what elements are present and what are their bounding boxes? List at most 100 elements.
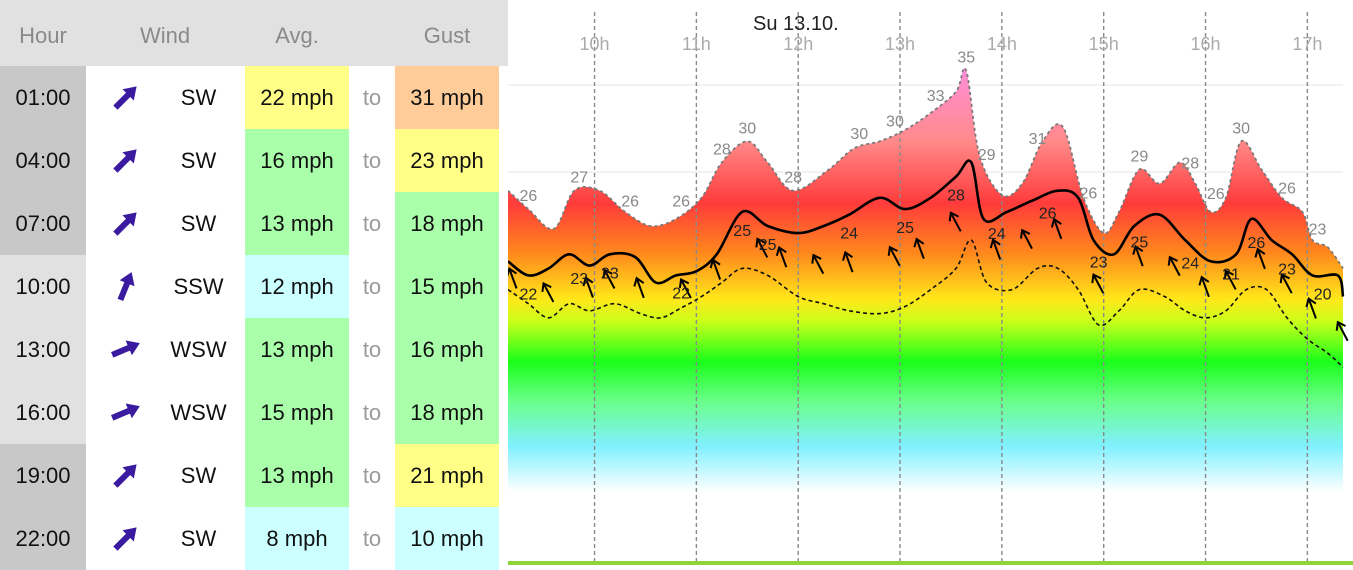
- average-value-label: 23: [570, 271, 588, 288]
- direction-cell: WSW: [170, 337, 227, 362]
- avg-speed-cell: 12 mph: [245, 255, 349, 318]
- wind-chart: 26 27 26 26 28 30 28 30 30 33 35 29 31 26 29 28 26 30 26 23…: [508, 0, 1353, 565]
- wind-arrow-icon: [1223, 269, 1237, 290]
- gust-speed-cell: 23 mph: [395, 129, 499, 192]
- hour-cell: 22:00: [0, 507, 86, 570]
- wind-arrow-head: [602, 268, 613, 279]
- gust-value-label: 30: [738, 120, 756, 137]
- average-value-label: 24: [1181, 255, 1199, 272]
- hour-tick-label: 12h: [783, 34, 813, 54]
- header-avg: Avg.: [275, 23, 319, 48]
- wind-arrow-icon: [1050, 217, 1063, 240]
- gust-value-label: 35: [957, 50, 975, 67]
- wind-arrow-head: [1254, 247, 1266, 258]
- gust-speed-cell: 15 mph: [395, 255, 499, 318]
- gust-value-label: 33: [927, 88, 945, 105]
- hour-cell: 10:00: [0, 255, 86, 318]
- average-value-label: 25: [759, 237, 777, 254]
- average-value-label: 26: [1248, 235, 1266, 252]
- wind-arrows-layer: [508, 211, 1349, 342]
- gust-value-label: 29: [1130, 149, 1148, 166]
- hour-ticks-layer: 10h 11h 12h 13h 14h 15h 16h 17h: [580, 34, 1323, 54]
- value-labels-layer: 26 27 26 26 28 30 28 30 30 33 35 29 31 26 29 28 26 30 26 23…: [519, 50, 1331, 304]
- wind-arrow-head: [541, 281, 552, 293]
- wind-arrow-icon: [913, 237, 925, 260]
- header-wind: Wind: [139, 23, 191, 48]
- wind-arrow-head: [1335, 320, 1346, 331]
- wind-arrow-icon: [678, 277, 692, 299]
- average-value-label: 23: [1090, 255, 1108, 272]
- hour-tick-label: 15h: [1089, 34, 1119, 54]
- gust-value-label: 26: [672, 194, 690, 211]
- table-row: 07:00 SW 13 mph to 18 mph: [0, 192, 508, 255]
- wind-arrow-head: [1305, 297, 1317, 308]
- wind-arrow-head: [755, 237, 766, 248]
- average-value-label: 24: [840, 226, 858, 243]
- wind-arrow-shaft: [778, 248, 788, 268]
- wind-arrow-shaft: [1257, 249, 1266, 270]
- wind-arrow-shaft: [1201, 277, 1210, 298]
- wind-arrow-head: [989, 238, 1001, 249]
- direction-cell: SW: [180, 148, 217, 173]
- average-value-label: 23: [1278, 262, 1296, 279]
- wind-arrow-icon: [1167, 255, 1181, 277]
- gust-value-label: 26: [519, 188, 537, 205]
- gust-value-label: 23: [1309, 222, 1327, 239]
- wind-arrow-head: [1132, 244, 1144, 255]
- wind-arrow-icon: [1335, 320, 1349, 342]
- table-row: 01:00 SW 22 mph to 31 mph: [0, 66, 508, 129]
- average-value-label: 28: [947, 188, 965, 205]
- wind-chart-svg: 26 27 26 26 28 30 28 30 30 33 35 29 31 26 29 28 26 30 26 23…: [508, 12, 1353, 565]
- avg-speed-cell: 13 mph: [245, 444, 349, 507]
- average-value-label: 22: [672, 285, 690, 302]
- wind-arrow-head: [1198, 275, 1210, 286]
- gust-speed-cell: 21 mph: [395, 444, 499, 507]
- hour-cell: 19:00: [0, 444, 86, 507]
- wind-arrow-icon: [1091, 273, 1105, 294]
- wind-arrow-head: [508, 267, 517, 278]
- gust-value-label: 28: [713, 141, 731, 158]
- gust-value-label: 28: [1181, 156, 1199, 173]
- wind-arrow-icon: [1132, 244, 1144, 267]
- gust-value-label: 31: [1029, 131, 1047, 148]
- wind-arrow-shaft: [604, 270, 616, 289]
- table-row: 04:00 SW 16 mph to 23 mph: [0, 129, 508, 192]
- gust-speed-cell: 18 mph: [395, 192, 499, 255]
- wind-arrow-icon: [582, 276, 594, 298]
- wind-arrow-head: [709, 258, 721, 269]
- wind-arrow-shaft: [1093, 275, 1105, 294]
- hour-tick-label: 10h: [580, 34, 610, 54]
- gust-value-label: 26: [1080, 186, 1098, 203]
- wind-arrow-head: [1223, 269, 1234, 280]
- wind-arrow-icon: [1020, 228, 1033, 250]
- wind-arrow-shaft: [1225, 271, 1237, 290]
- wind-arrow-shaft: [889, 247, 901, 267]
- table-row: 19:00 SW 13 mph to 21 mph: [0, 444, 508, 507]
- average-value-label: 21: [1222, 267, 1240, 284]
- wind-arrow-icon: [1305, 297, 1317, 319]
- wind-arrow-shaft: [813, 255, 825, 275]
- direction-cell: SW: [180, 526, 217, 551]
- gust-value-label: 26: [1278, 180, 1296, 197]
- wind-arrow-shaft: [1021, 230, 1033, 250]
- hour-cell: 04:00: [0, 129, 86, 192]
- direction-cell: SW: [180, 211, 217, 236]
- hour-cell: 07:00: [0, 192, 86, 255]
- average-value-label: 26: [1039, 206, 1057, 223]
- chart-title: Su 13.10.: [753, 13, 839, 35]
- wind-direction-arrow-icon: [95, 507, 151, 570]
- wind-arrow-icon: [709, 258, 722, 280]
- wind-arrow-head: [582, 276, 594, 287]
- forecast-table: Hour Wind Avg. Gust 01:00 SW 22 mph to 31 mp…: [0, 0, 508, 570]
- wind-arrow-shaft: [1281, 275, 1293, 294]
- lull-line: [508, 239, 1344, 368]
- table-header: Hour Wind Avg. Gust: [0, 0, 508, 66]
- wind-arrow-shaft: [757, 239, 769, 258]
- wind-arrow-shaft: [712, 260, 722, 280]
- wind-arrow-icon: [508, 267, 518, 289]
- hour-tick-label: 11h: [682, 34, 711, 54]
- average-value-label: 25: [1130, 235, 1148, 252]
- wind-arrow-icon: [948, 211, 962, 232]
- wind-arrow-shaft: [585, 278, 594, 298]
- wind-arrow-shaft: [916, 239, 925, 260]
